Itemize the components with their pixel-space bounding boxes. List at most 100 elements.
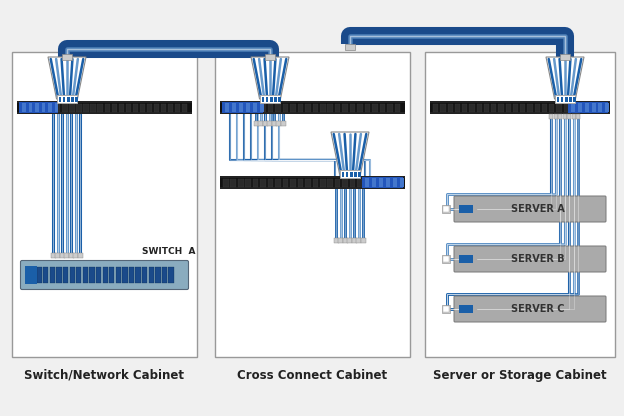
Bar <box>335 104 341 111</box>
Bar <box>535 104 540 111</box>
Bar <box>84 104 89 111</box>
Bar <box>459 305 473 313</box>
Bar <box>576 114 580 119</box>
FancyBboxPatch shape <box>454 196 606 222</box>
Bar <box>232 103 236 112</box>
Bar <box>43 267 49 283</box>
Bar <box>379 104 385 111</box>
Bar <box>469 104 475 111</box>
Bar <box>69 104 75 111</box>
Bar <box>358 178 363 186</box>
Bar <box>222 102 263 113</box>
Bar <box>17 101 192 103</box>
Bar <box>48 103 52 112</box>
Bar <box>154 104 159 111</box>
Bar <box>147 104 152 111</box>
Bar <box>585 104 591 111</box>
Bar <box>64 253 69 258</box>
Bar <box>356 238 361 243</box>
Bar <box>320 104 326 111</box>
Bar <box>328 178 333 186</box>
Bar <box>246 103 250 112</box>
Bar <box>387 178 392 186</box>
Bar <box>34 104 39 111</box>
Bar <box>477 104 482 111</box>
Bar <box>63 267 68 283</box>
Bar <box>112 104 117 111</box>
Bar <box>168 104 173 111</box>
Bar <box>351 238 356 243</box>
Bar <box>162 267 167 283</box>
Text: SERVER B: SERVER B <box>511 254 565 264</box>
Bar <box>549 104 555 111</box>
Bar <box>335 178 341 186</box>
Bar <box>19 102 57 113</box>
Bar <box>260 103 264 112</box>
Bar <box>266 97 268 102</box>
Bar <box>298 178 303 186</box>
Bar <box>560 54 570 60</box>
Bar <box>135 267 141 283</box>
Bar <box>364 178 370 186</box>
Bar <box>484 104 489 111</box>
Bar <box>83 267 88 283</box>
Polygon shape <box>251 57 289 99</box>
Bar <box>276 121 281 126</box>
FancyBboxPatch shape <box>12 52 197 357</box>
Bar <box>585 103 589 112</box>
Bar <box>220 101 405 114</box>
Bar <box>161 104 166 111</box>
Bar <box>175 104 180 111</box>
Bar <box>350 104 356 111</box>
Bar <box>155 267 160 283</box>
Bar <box>225 103 229 112</box>
Bar <box>520 104 525 111</box>
Bar <box>442 255 450 263</box>
Bar <box>239 103 243 112</box>
Bar <box>238 104 243 111</box>
Bar <box>459 255 473 263</box>
Bar <box>347 238 352 243</box>
Bar <box>253 178 258 186</box>
Bar <box>562 114 567 119</box>
Bar <box>253 121 258 126</box>
Bar <box>260 95 280 103</box>
Bar <box>605 103 609 112</box>
Bar <box>133 104 138 111</box>
Bar <box>320 178 326 186</box>
Bar <box>433 104 439 111</box>
Bar <box>76 267 81 283</box>
Bar <box>350 171 353 176</box>
Bar <box>394 104 400 111</box>
Bar <box>230 178 236 186</box>
Bar <box>260 104 266 111</box>
Bar <box>122 267 127 283</box>
Bar <box>400 178 404 187</box>
Bar <box>168 267 173 283</box>
Bar <box>90 104 95 111</box>
Text: Switch/Network Cabinet: Switch/Network Cabinet <box>24 369 185 382</box>
Bar <box>556 104 562 111</box>
Bar <box>67 97 69 102</box>
Bar <box>275 104 281 111</box>
Text: SERVER A: SERVER A <box>511 204 565 214</box>
Bar <box>313 178 318 186</box>
Bar <box>345 44 355 50</box>
FancyBboxPatch shape <box>215 52 410 357</box>
Bar <box>220 176 405 178</box>
Bar <box>182 104 187 111</box>
Bar <box>443 256 449 262</box>
Bar <box>55 253 60 258</box>
Bar <box>549 114 553 119</box>
Bar <box>17 112 192 114</box>
Bar <box>281 121 286 126</box>
Bar <box>561 97 563 102</box>
Bar <box>119 104 124 111</box>
Bar <box>572 103 575 112</box>
Bar <box>430 112 610 114</box>
Bar <box>62 104 67 111</box>
Bar <box>565 97 568 102</box>
Bar <box>268 178 273 186</box>
Bar <box>569 97 572 102</box>
Bar <box>365 178 369 187</box>
